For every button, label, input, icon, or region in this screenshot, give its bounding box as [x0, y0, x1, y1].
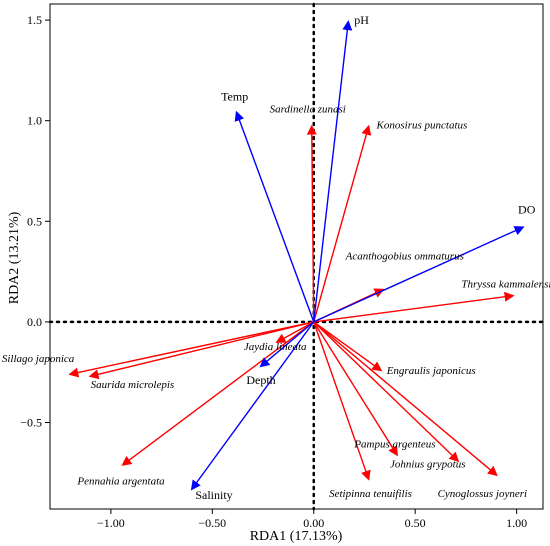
env-label-salinity: Salinity	[195, 488, 232, 502]
species-arrow-setipinna-tenuifilis	[313, 321, 371, 481]
species-arrow-pampus-argenteus	[313, 321, 398, 457]
species-label-sardinella-zunasi: Sardinella zunasi	[270, 104, 346, 116]
x-tick-label: −1.00	[97, 516, 125, 530]
y-tick-label: 0.0	[27, 315, 42, 329]
species-label-setipinna-tenuifilis: Setipinna tenuifilis	[329, 488, 412, 500]
y-tick-label: 0.5	[27, 214, 42, 228]
species-label-johnius-grypotus: Johnius grypotus	[390, 459, 465, 471]
species-label-saurida-microlepis: Saurida microlepis	[91, 379, 175, 391]
env-label-ph: pH	[354, 13, 369, 27]
zero-lines	[48, 2, 545, 511]
species-label-thryssa-kammalensis: Thryssa kammalensis	[461, 279, 550, 291]
y-tick-label: 1.0	[27, 114, 42, 128]
species-label-acanthogobius-ommaturus: Acanthogobius ommaturus	[345, 251, 464, 263]
species-label-konosirus-punctatus: Konosirus punctatus	[376, 120, 468, 132]
x-tick-label: 1.00	[506, 516, 527, 530]
y-tick-label: 1.5	[27, 13, 42, 27]
env-arrow-depth	[259, 321, 315, 368]
x-tick-label: −0.50	[198, 516, 226, 530]
x-tick-label: 0.00	[303, 516, 324, 530]
species-arrow-johnius-grypotus	[313, 321, 460, 463]
species-arrow-cynoglossus-joyneri	[313, 321, 498, 477]
env-arrow-temp	[234, 110, 315, 323]
env-label-do: DO	[518, 202, 536, 216]
species-arrow-konosirus-punctatus	[313, 124, 372, 323]
env-arrow-do	[313, 226, 525, 323]
x-tick-label: 0.50	[405, 516, 426, 530]
y-tick-label: −0.5	[20, 415, 42, 429]
species-arrow-jaydia-lineata	[275, 321, 315, 343]
x-axis-title: RDA1 (17.13%)	[250, 529, 343, 544]
vectors	[68, 20, 525, 491]
species-arrow-sillago-japonica	[68, 321, 314, 378]
species-label-jaydia-lineata: Jaydia lineata	[244, 341, 307, 353]
species-arrow-pennahia-argentata	[121, 321, 315, 466]
plot-frame	[49, 3, 544, 510]
env-label-depth: Depth	[246, 373, 275, 387]
species-label-sillago-japonica: Sillago japonica	[2, 353, 75, 365]
species-arrow-saurida-microlepis	[88, 321, 314, 380]
env-label-temp: Temp	[221, 90, 248, 104]
species-label-engraulis-japonicus: Engraulis japonicus	[386, 365, 476, 377]
species-arrow-sardinella-zunasi	[306, 124, 317, 322]
species-arrow-engraulis-japonicus	[313, 321, 383, 372]
env-arrow-salinity	[190, 321, 315, 491]
y-axis-title: RDA2 (13.21%)	[7, 211, 22, 304]
species-label-pampus-argenteus: Pampus argenteus	[353, 439, 435, 451]
species-label-cynoglossus-joyneri: Cynoglossus joyneri	[438, 488, 528, 500]
env-arrow-ph	[313, 20, 353, 322]
species-arrow-thryssa-kammalensis	[313, 291, 515, 323]
vector-labels: Sardinella zunasi Konosirus punctatus Acan…	[2, 13, 550, 502]
species-label-pennahia-argentata: Pennahia argentata	[76, 476, 165, 488]
axis-ticks: −1.00 −0.50 0.00 0.50 1.00 −0.5 0.0 0.5 1.0 1.5	[20, 13, 527, 530]
